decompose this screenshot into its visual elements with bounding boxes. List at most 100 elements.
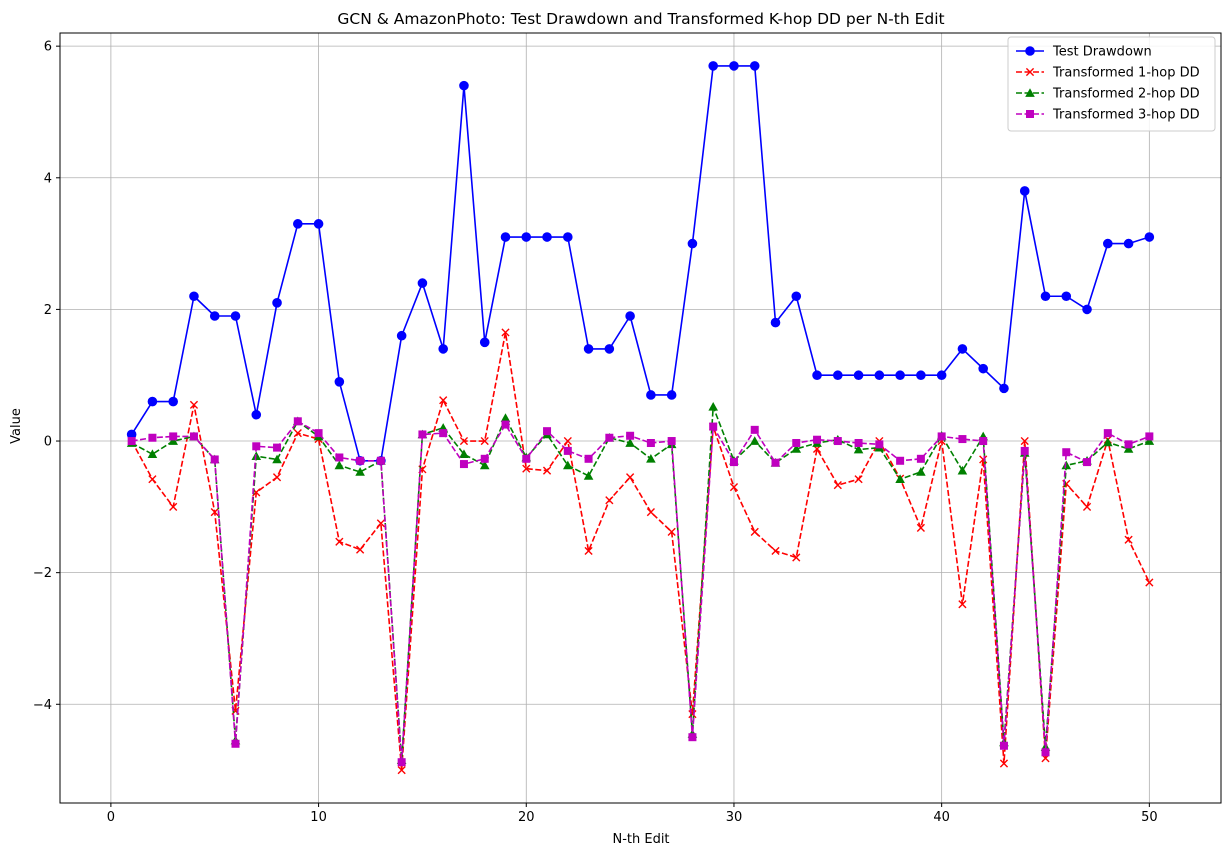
marker-stroke (480, 436, 489, 446)
x-tick-label: 50 (1141, 810, 1158, 825)
series-4 (127, 417, 1154, 767)
marker-stroke (626, 473, 635, 482)
marker-stroke (293, 429, 302, 438)
data-point (335, 453, 344, 462)
legend-label: Transformed 3-hop DD (1052, 108, 1200, 123)
data-point (833, 370, 843, 381)
marker-stroke (335, 537, 344, 546)
marker-stroke (1124, 535, 1133, 544)
y-tick-label: 2 (44, 303, 52, 318)
data-point (272, 454, 282, 464)
data-point (231, 739, 240, 748)
data-point (147, 449, 158, 459)
data-point (439, 396, 448, 405)
data-point (750, 527, 759, 536)
data-point (127, 437, 136, 446)
data-point (563, 436, 572, 446)
legend-marker (1025, 67, 1035, 77)
data-point (542, 466, 552, 475)
data-point (999, 741, 1008, 750)
data-point (666, 390, 677, 400)
data-point (708, 402, 718, 411)
data-point (563, 446, 572, 455)
data-point (771, 546, 780, 556)
data-point (708, 61, 718, 71)
marker-stroke (356, 545, 365, 554)
marker-stroke (667, 527, 676, 536)
series-2 (127, 328, 1154, 775)
data-point (957, 465, 968, 475)
data-point (770, 317, 781, 328)
y-tick-label: −2 (33, 566, 52, 581)
y-tick-label: −4 (33, 698, 52, 713)
data-point (397, 758, 406, 767)
data-point (605, 496, 614, 505)
data-point (792, 439, 801, 448)
legend-label: Test Drawdown (1052, 45, 1152, 60)
data-point (500, 413, 511, 422)
series-1 (126, 61, 1155, 466)
marker-stroke (501, 328, 510, 337)
data-point (459, 449, 469, 459)
data-point (688, 733, 697, 742)
marker-stroke (272, 473, 282, 482)
series-group (126, 61, 1155, 775)
data-point (272, 473, 282, 482)
marker-stroke (750, 527, 759, 536)
marker-stroke (1082, 502, 1092, 511)
data-point (293, 219, 303, 229)
x-tick-label: 10 (310, 810, 327, 825)
data-point (500, 232, 511, 242)
data-point (1103, 238, 1113, 249)
data-point (252, 442, 261, 451)
legend: Test Drawdown Transformed 1-hop DD Transfo… (1007, 36, 1216, 132)
data-point (584, 546, 593, 556)
data-point (749, 61, 760, 71)
data-point (916, 523, 925, 533)
series-line (130, 331, 1151, 771)
data-point (189, 291, 199, 302)
data-point (376, 519, 385, 528)
marker-stroke (1020, 436, 1029, 446)
marker-stroke (189, 400, 199, 409)
data-point (916, 370, 926, 381)
data-point (646, 439, 655, 448)
data-point (999, 759, 1009, 768)
marker-stroke (916, 523, 925, 533)
data-point (895, 474, 905, 484)
marker-stroke (958, 600, 967, 609)
data-point (1082, 304, 1092, 315)
data-point (522, 464, 531, 473)
data-point (895, 370, 905, 381)
data-point (480, 454, 489, 463)
data-point (1124, 440, 1133, 449)
data-point (376, 456, 385, 465)
data-point (854, 475, 863, 484)
marker-stroke (563, 436, 572, 446)
marker-stroke (439, 396, 448, 405)
legend-entry: Transformed 3-hop DD (1016, 108, 1200, 123)
data-point (210, 508, 219, 517)
data-point (396, 330, 407, 341)
data-point (1041, 748, 1050, 757)
legend-marker (1025, 46, 1035, 56)
data-point (168, 436, 178, 445)
data-point (729, 483, 739, 492)
data-point (853, 444, 864, 454)
marker-stroke (584, 546, 593, 556)
marker-stroke (1145, 578, 1154, 587)
marker-stroke (854, 475, 863, 484)
data-point (792, 553, 801, 562)
data-point (667, 527, 676, 536)
data-point (397, 765, 406, 775)
y-tick-label: 6 (44, 40, 52, 55)
y-tick-label: 4 (44, 171, 52, 186)
marker-stroke (397, 765, 406, 775)
x-tick-label: 30 (726, 810, 743, 825)
marker-stroke (1062, 479, 1071, 488)
marker-stroke (231, 706, 240, 715)
data-point (978, 363, 988, 374)
data-point (584, 454, 593, 463)
data-point (522, 454, 531, 463)
